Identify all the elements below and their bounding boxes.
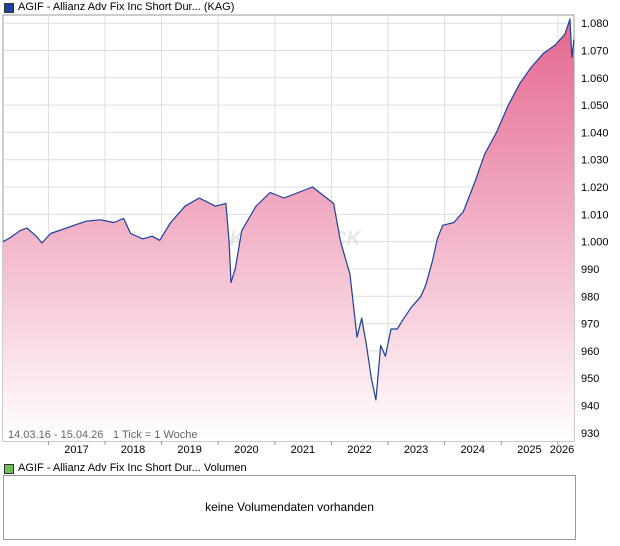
y-tick-label: 1.030: [581, 155, 609, 167]
volume-legend-swatch-icon: [4, 463, 14, 474]
price-legend: AGIF - Allianz Adv Fix Inc Short Dur... …: [4, 1, 234, 14]
x-tick-label: 2022: [347, 444, 371, 456]
volume-legend: AGIF - Allianz Adv Fix Inc Short Dur... …: [4, 462, 247, 475]
tick-info-text: 1 Tick = 1 Woche: [113, 429, 197, 441]
price-legend-label: AGIF - Allianz Adv Fix Inc Short Dur... …: [18, 1, 235, 13]
x-tick-label: 2020: [234, 444, 258, 456]
y-tick-label: 1.050: [581, 100, 609, 112]
y-tick-label: 1.010: [581, 209, 609, 221]
x-tick-label: 2019: [177, 444, 201, 456]
y-tick-label: 1.020: [581, 182, 609, 194]
y-tick-label: 1.080: [581, 18, 609, 30]
price-legend-swatch-icon: [4, 2, 14, 13]
y-tick-label: 990: [581, 264, 599, 276]
x-tick-label: 2025: [517, 444, 541, 456]
price-chart: AKTIENCHECK 9309409509609709809901.0001.…: [2, 14, 609, 456]
volume-panel: keine Volumendaten vorhanden: [3, 475, 576, 540]
x-tick-label: 2023: [404, 444, 428, 456]
x-tick-label: 2018: [121, 444, 145, 456]
price-area: [3, 19, 574, 441]
y-tick-label: 1.000: [581, 237, 609, 249]
x-axis-ticks: 2017 2018 2019 2020 2021 2022 2023 2024 2025 2026: [47, 441, 574, 456]
volume-legend-label: AGIF - Allianz Adv Fix Inc Short Dur... …: [18, 462, 247, 474]
y-tick-label: 950: [581, 373, 599, 385]
y-axis-ticks: 930 940 950 960 970 980 990 1.000 1.010 1.020 1.03…: [581, 18, 609, 440]
y-tick-label: 970: [581, 319, 599, 331]
x-tick-label: 2017: [64, 444, 88, 456]
y-tick-label: 940: [581, 401, 599, 413]
range-text: 14.03.16 - 15.04.26: [8, 429, 103, 441]
x-tick-label: 2026: [550, 444, 574, 456]
price-line: [2, 18, 575, 401]
y-tick-label: 1.070: [581, 46, 609, 58]
y-tick-label: 960: [581, 346, 599, 358]
x-tick-label: 2021: [291, 444, 315, 456]
y-tick-label: 1.040: [581, 127, 609, 139]
y-tick-label: 930: [581, 428, 599, 440]
x-tick-label: 2024: [461, 444, 485, 456]
y-tick-label: 1.060: [581, 73, 609, 85]
volume-empty-message: keine Volumendaten vorhanden: [205, 500, 374, 514]
y-tick-label: 980: [581, 291, 599, 303]
